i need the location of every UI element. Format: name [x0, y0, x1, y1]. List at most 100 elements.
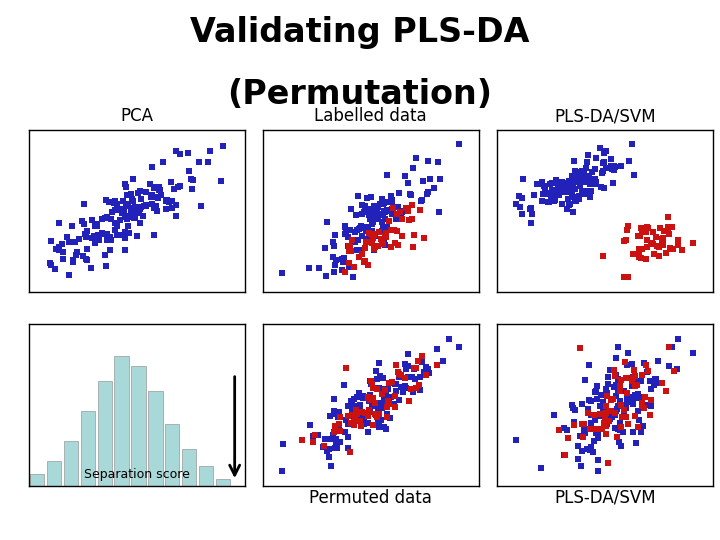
Point — [422, 157, 433, 166]
Bar — [47, 461, 61, 486]
Point — [557, 177, 568, 186]
Text: Permuted data: Permuted data — [310, 489, 432, 507]
Point — [182, 148, 194, 157]
Point — [148, 184, 160, 192]
Point — [554, 191, 565, 199]
Point — [640, 227, 652, 236]
Text: PLS-DA/SVM: PLS-DA/SVM — [554, 107, 656, 125]
Point — [402, 206, 414, 215]
Point — [621, 398, 633, 407]
Point — [603, 413, 614, 422]
Point — [413, 381, 425, 390]
Point — [644, 376, 656, 385]
Point — [215, 177, 227, 185]
Point — [584, 424, 595, 433]
Point — [307, 438, 319, 447]
Point — [651, 375, 662, 383]
Point — [668, 367, 680, 375]
Point — [578, 168, 590, 177]
Point — [395, 208, 407, 217]
Point — [153, 186, 165, 194]
Point — [364, 214, 376, 223]
Point — [658, 227, 670, 235]
Point — [350, 412, 361, 421]
Point — [351, 416, 363, 425]
Point — [567, 180, 578, 189]
Point — [386, 210, 397, 219]
Point — [431, 361, 443, 369]
Point — [590, 165, 601, 173]
Point — [363, 228, 374, 237]
Point — [359, 205, 371, 214]
Point — [150, 192, 161, 201]
Point — [121, 215, 132, 224]
Point — [598, 167, 609, 176]
Point — [539, 186, 550, 194]
Point — [550, 190, 562, 198]
Point — [360, 225, 372, 234]
Point — [600, 147, 612, 156]
Point — [582, 405, 593, 414]
Point — [122, 212, 133, 221]
Point — [591, 381, 603, 390]
Point — [624, 393, 635, 402]
Point — [605, 366, 616, 374]
Point — [122, 199, 134, 208]
Point — [581, 158, 593, 167]
Point — [376, 218, 387, 226]
Point — [580, 172, 591, 180]
Point — [333, 422, 345, 431]
Point — [391, 227, 402, 235]
Point — [536, 178, 547, 186]
Point — [629, 380, 640, 389]
Point — [353, 388, 364, 397]
Point — [102, 235, 113, 244]
Point — [415, 197, 427, 205]
Point — [364, 391, 376, 400]
Point — [365, 376, 377, 385]
Point — [403, 215, 415, 224]
Point — [349, 416, 361, 424]
Point — [372, 383, 384, 392]
Point — [631, 377, 642, 386]
Point — [578, 187, 590, 196]
Point — [71, 251, 82, 259]
Point — [120, 227, 131, 236]
Point — [106, 208, 117, 217]
Point — [588, 179, 600, 188]
Point — [130, 205, 142, 214]
Point — [53, 218, 65, 227]
Point — [642, 223, 653, 232]
Point — [585, 443, 597, 451]
Point — [590, 424, 601, 433]
Point — [354, 252, 365, 261]
Point — [621, 413, 632, 422]
Point — [109, 225, 120, 234]
Point — [325, 435, 337, 444]
Point — [603, 380, 614, 389]
Point — [633, 407, 644, 416]
Point — [568, 420, 580, 429]
Point — [619, 357, 631, 366]
Point — [399, 172, 410, 180]
Point — [627, 397, 639, 406]
Point — [132, 189, 144, 198]
Point — [359, 420, 370, 429]
Bar — [199, 466, 213, 486]
Point — [333, 408, 345, 417]
Point — [582, 178, 594, 186]
Point — [99, 213, 110, 222]
Point — [603, 411, 614, 420]
Point — [359, 415, 370, 423]
Point — [663, 362, 675, 370]
Point — [354, 407, 366, 416]
Point — [636, 226, 647, 235]
Point — [618, 406, 630, 414]
Point — [378, 225, 390, 234]
Point — [600, 163, 612, 172]
Point — [395, 371, 406, 380]
Point — [378, 199, 390, 208]
Point — [140, 202, 152, 211]
Point — [644, 411, 656, 420]
Point — [621, 403, 632, 412]
